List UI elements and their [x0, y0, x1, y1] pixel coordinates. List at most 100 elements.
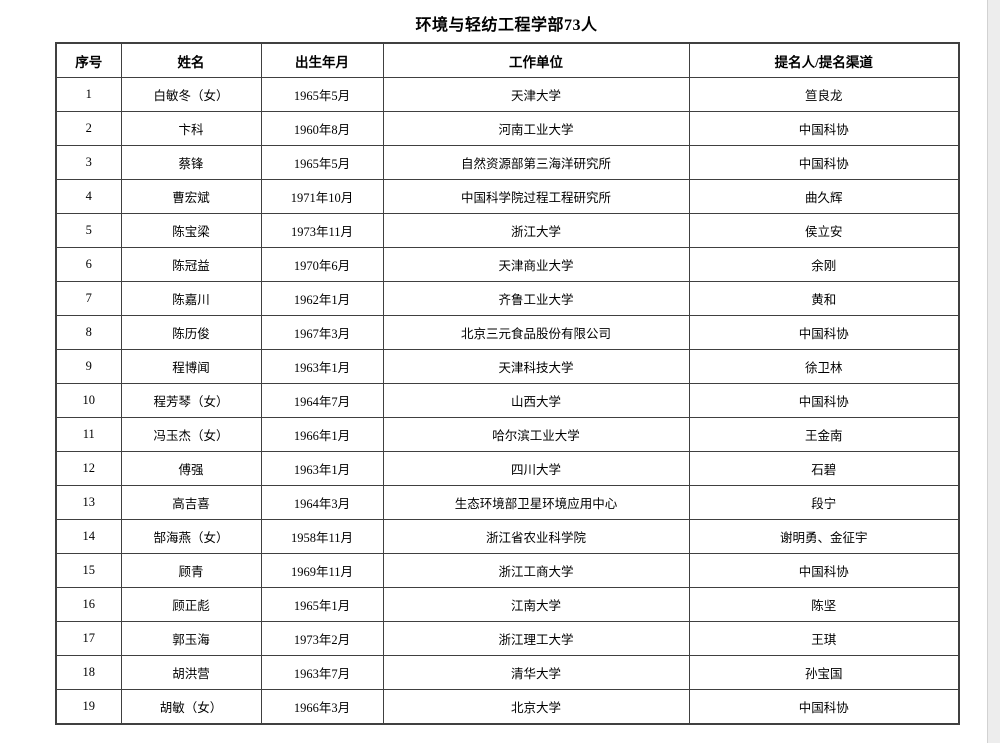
table-row: 16 顾正彪 1965年1月 江南大学 陈坚: [55, 587, 960, 622]
table-row: 3 蔡锋 1965年5月 自然资源部第三海洋研究所 中国科协: [55, 145, 960, 180]
table-cell: 1967年3月: [260, 315, 384, 350]
table-cell: 程芳琴（女）: [120, 383, 262, 418]
table-cell: 1963年7月: [260, 655, 384, 690]
table-cell: 蔡锋: [120, 145, 262, 180]
table-cell: 5: [55, 213, 122, 248]
table-cell: 中国科协: [688, 689, 960, 725]
table-cell: 徐卫林: [688, 349, 960, 384]
table-cell: 10: [55, 383, 122, 418]
table-cell: 白敏冬（女）: [120, 77, 262, 112]
table-cell: 18: [55, 655, 122, 690]
table-cell: 1964年3月: [260, 485, 384, 520]
table-cell: 1966年1月: [260, 417, 384, 452]
table-cell: 江南大学: [382, 587, 690, 622]
table-cell: 北京三元食品股份有限公司: [382, 315, 690, 350]
table-cell: 7: [55, 281, 122, 316]
column-header-birth: 出生年月: [260, 42, 384, 78]
table-cell: 曹宏斌: [120, 179, 262, 214]
roster-table: 序号 姓名 出生年月 工作单位 提名人/提名渠道 1 白敏冬（女） 1965年5月天…: [55, 42, 960, 725]
column-header-name: 姓名: [120, 42, 262, 78]
table-cell: 王金南: [688, 417, 960, 452]
table-row: 7 陈嘉川 1962年1月 齐鲁工业大学 黄和: [55, 281, 960, 316]
table-cell: 余刚: [688, 247, 960, 282]
table-cell: 齐鲁工业大学: [382, 281, 690, 316]
table-row: 10 程芳琴（女） 1964年7月 山西大学 中国科协: [55, 383, 960, 418]
table-cell: 1962年1月: [260, 281, 384, 316]
table-cell: 自然资源部第三海洋研究所: [382, 145, 690, 180]
table-cell: 16: [55, 587, 122, 622]
table-cell: 1963年1月: [260, 451, 384, 486]
table-cell: 天津科技大学: [382, 349, 690, 384]
table-cell: 哈尔滨工业大学: [382, 417, 690, 452]
table-cell: 13: [55, 485, 122, 520]
column-header-workunit: 工作单位: [382, 42, 690, 78]
table-row: 5 陈宝梁 1973年11月 浙江大学 侯立安: [55, 213, 960, 248]
table-cell: 北京大学: [382, 689, 690, 725]
table-cell: 郜海燕（女）: [120, 519, 262, 554]
table-cell: 傅强: [120, 451, 262, 486]
table-row: 18 胡洪营 1963年7月 清华大学 孙宝国: [55, 655, 960, 690]
table-cell: 顾正彪: [120, 587, 262, 622]
table-cell: 8: [55, 315, 122, 350]
table-row: 6 陈冠益 1970年6月 天津商业大学 余刚: [55, 247, 960, 282]
table-cell: 4: [55, 179, 122, 214]
table-cell: 2: [55, 111, 122, 146]
table-row: 9 程博闻 1963年1月 天津科技大学 徐卫林: [55, 349, 960, 384]
table-cell: 清华大学: [382, 655, 690, 690]
table-cell: 1: [55, 77, 122, 112]
table-cell: 1973年11月: [260, 213, 384, 248]
table-cell: 卞科: [120, 111, 262, 146]
table-row: 15 顾青 1969年11月 浙江工商大学 中国科协: [55, 553, 960, 588]
table-cell: 段宁: [688, 485, 960, 520]
table-row: 12 傅强 1963年1月 四川大学 石碧: [55, 451, 960, 486]
table-cell: 浙江大学: [382, 213, 690, 248]
table-cell: 中国科协: [688, 145, 960, 180]
table-cell: 天津大学: [382, 77, 690, 112]
table-cell: 3: [55, 145, 122, 180]
table-cell: 11: [55, 417, 122, 452]
table-cell: 中国科协: [688, 553, 960, 588]
table-cell: 1970年6月: [260, 247, 384, 282]
table-cell: 曲久辉: [688, 179, 960, 214]
table-cell: 19: [55, 689, 122, 725]
header-row: 序号 姓名 出生年月 工作单位 提名人/提名渠道: [55, 42, 960, 78]
table-cell: 6: [55, 247, 122, 282]
table-cell: 陈坚: [688, 587, 960, 622]
table-cell: 顾青: [120, 553, 262, 588]
table-cell: 1965年1月: [260, 587, 384, 622]
table-row: 14 郜海燕（女） 1958年11月 浙江省农业科学院 谢明勇、金征宇: [55, 519, 960, 554]
table-cell: 陈冠益: [120, 247, 262, 282]
table-cell: 河南工业大学: [382, 111, 690, 146]
table-cell: 高吉喜: [120, 485, 262, 520]
table-cell: 9: [55, 349, 122, 384]
table-cell: 孙宝国: [688, 655, 960, 690]
table-cell: 冯玉杰（女）: [120, 417, 262, 452]
table-cell: 1969年11月: [260, 553, 384, 588]
table-cell: 浙江省农业科学院: [382, 519, 690, 554]
table-cell: 侯立安: [688, 213, 960, 248]
table-cell: 生态环境部卫星环境应用中心: [382, 485, 690, 520]
table-cell: 陈历俊: [120, 315, 262, 350]
column-header-nominator: 提名人/提名渠道: [688, 42, 960, 78]
page-edge-strip: [987, 0, 1000, 743]
table-cell: 1971年10月: [260, 179, 384, 214]
table-row: 13 高吉喜 1964年3月 生态环境部卫星环境应用中心 段宁: [55, 485, 960, 520]
table-cell: 胡洪营: [120, 655, 262, 690]
table-cell: 胡敏（女）: [120, 689, 262, 725]
column-header-index: 序号: [55, 42, 122, 78]
table-row: 11 冯玉杰（女） 1966年1月 哈尔滨工业大学 王金南: [55, 417, 960, 452]
table-cell: 程博闻: [120, 349, 262, 384]
table-cell: 14: [55, 519, 122, 554]
table-cell: 山西大学: [382, 383, 690, 418]
table-cell: 石碧: [688, 451, 960, 486]
table-cell: 12: [55, 451, 122, 486]
table-cell: 陈宝梁: [120, 213, 262, 248]
table-cell: 浙江工商大学: [382, 553, 690, 588]
table-cell: 17: [55, 621, 122, 656]
table-cell: 浙江理工大学: [382, 621, 690, 656]
table-cell: 1966年3月: [260, 689, 384, 725]
table-row: 4 曹宏斌 1971年10月 中国科学院过程工程研究所 曲久辉: [55, 179, 960, 214]
table-row: 19 胡敏（女） 1966年3月 北京大学 中国科协: [55, 689, 960, 725]
table-row: 8 陈历俊 1967年3月 北京三元食品股份有限公司 中国科协: [55, 315, 960, 350]
